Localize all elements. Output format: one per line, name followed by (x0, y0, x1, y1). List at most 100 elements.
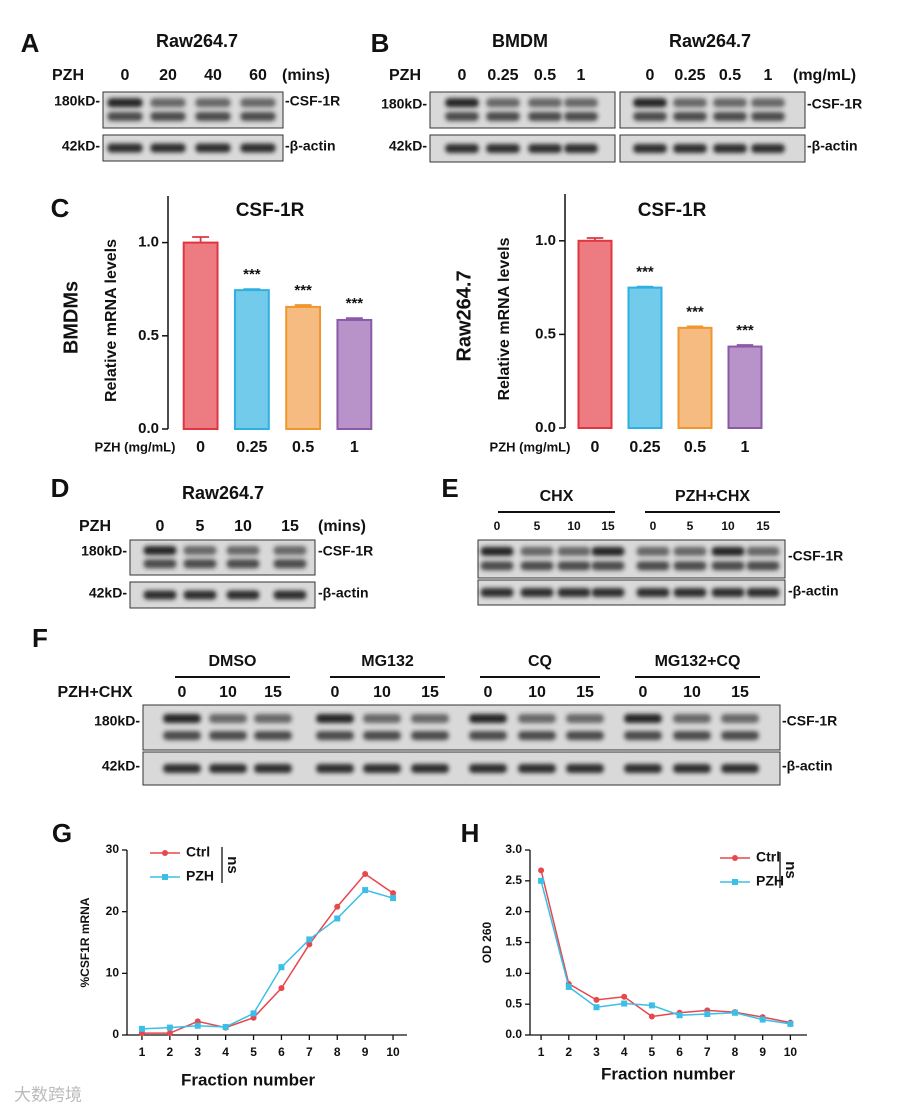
lane-label: 15 (421, 684, 439, 701)
y-tick-label: 0 (112, 1027, 119, 1041)
series-line (141, 873, 394, 1034)
y-tick-label: 0.0 (138, 420, 159, 437)
x-tick-label: 5 (250, 1045, 257, 1059)
x-tick-label: 0.25 (629, 439, 660, 456)
band (163, 714, 201, 723)
band (254, 731, 292, 741)
group-label: CQ (528, 653, 552, 670)
x-tick-label: 2 (565, 1045, 572, 1059)
legend-marker (162, 874, 168, 880)
band (273, 546, 307, 555)
band (445, 98, 479, 108)
band (469, 764, 507, 773)
lane-label: 10 (721, 519, 735, 533)
blot-title: Raw264.7 (182, 483, 264, 503)
bar (336, 318, 373, 430)
lane-label: 0 (646, 67, 655, 84)
error-bar (294, 304, 312, 307)
annotation: ns (782, 861, 799, 879)
band (673, 731, 711, 741)
x-tick-label: 0 (196, 439, 205, 456)
band (557, 546, 591, 556)
y-tick-label: 0.0 (535, 419, 556, 436)
point (222, 1023, 229, 1030)
bar (233, 289, 270, 430)
lane-label: 1 (577, 67, 586, 84)
y-tick-label: 3.0 (505, 842, 522, 856)
band (316, 731, 354, 741)
band (226, 559, 260, 569)
band (316, 764, 354, 773)
protein-label: -CSF-1R (807, 96, 862, 112)
lane-label: 0.5 (719, 67, 741, 84)
band (673, 561, 707, 571)
x-tick-label: 2 (167, 1045, 174, 1059)
x-tick-label: 4 (222, 1045, 229, 1059)
y-tick-label: 1.5 (505, 935, 522, 949)
band (721, 714, 759, 723)
blot-title: BMDM (492, 31, 548, 51)
lane-label: 0.25 (487, 67, 518, 84)
band (528, 111, 562, 121)
point (648, 1002, 655, 1009)
x-tick-label: 1 (741, 439, 750, 456)
band (713, 111, 747, 121)
lane-label: 0 (639, 684, 648, 701)
lane-label: 0 (156, 518, 165, 535)
watermark: 大数跨境 (14, 1085, 82, 1104)
protein-label: -β-actin (285, 138, 336, 154)
x-tick-label: 9 (362, 1045, 369, 1059)
legend-label: PZH (186, 868, 214, 884)
y-axis-label: OD 260 (480, 921, 494, 963)
band (480, 588, 514, 597)
band (528, 144, 562, 153)
point (593, 996, 600, 1003)
series-line (540, 870, 791, 1024)
band (469, 714, 507, 723)
point (787, 1020, 794, 1027)
band (591, 561, 625, 571)
point (334, 915, 341, 922)
blot-box (142, 704, 781, 751)
band (107, 143, 143, 153)
band (564, 111, 598, 121)
x-tick-label: 8 (334, 1045, 341, 1059)
x-tick-label: 0.5 (292, 439, 314, 456)
panel-letter: C (51, 193, 70, 223)
band (209, 714, 247, 723)
band (624, 714, 662, 723)
x-tick-label: 9 (759, 1045, 766, 1059)
significance: *** (686, 303, 704, 320)
band (445, 144, 479, 153)
x-tick-label: 1 (538, 1045, 545, 1059)
blot-title: Raw264.7 (669, 31, 751, 51)
panel-letter: E (441, 473, 458, 503)
error-bar (636, 285, 654, 288)
band (163, 764, 201, 773)
point (731, 1009, 738, 1016)
band (591, 588, 625, 597)
point (278, 985, 285, 992)
band (226, 546, 260, 555)
point (759, 1016, 766, 1023)
band (411, 731, 449, 741)
band (469, 731, 507, 741)
band (564, 144, 598, 153)
band (721, 764, 759, 773)
lane-label: 15 (601, 519, 615, 533)
x-tick-label: 1 (139, 1045, 146, 1059)
lane-label: 15 (264, 684, 282, 701)
band (240, 111, 276, 121)
x-tick-label: 0.25 (236, 439, 267, 456)
blot-title: Raw264.7 (156, 31, 238, 51)
point (538, 877, 545, 884)
lane-label: 10 (219, 684, 237, 701)
chart-title: CSF-1R (638, 200, 707, 221)
y-axis-label: Relative mRNA levels (496, 237, 513, 400)
band (209, 764, 247, 773)
band (713, 98, 747, 108)
band (751, 98, 785, 108)
group-label: CHX (540, 488, 574, 505)
band (746, 546, 780, 556)
legend-marker (162, 850, 168, 856)
